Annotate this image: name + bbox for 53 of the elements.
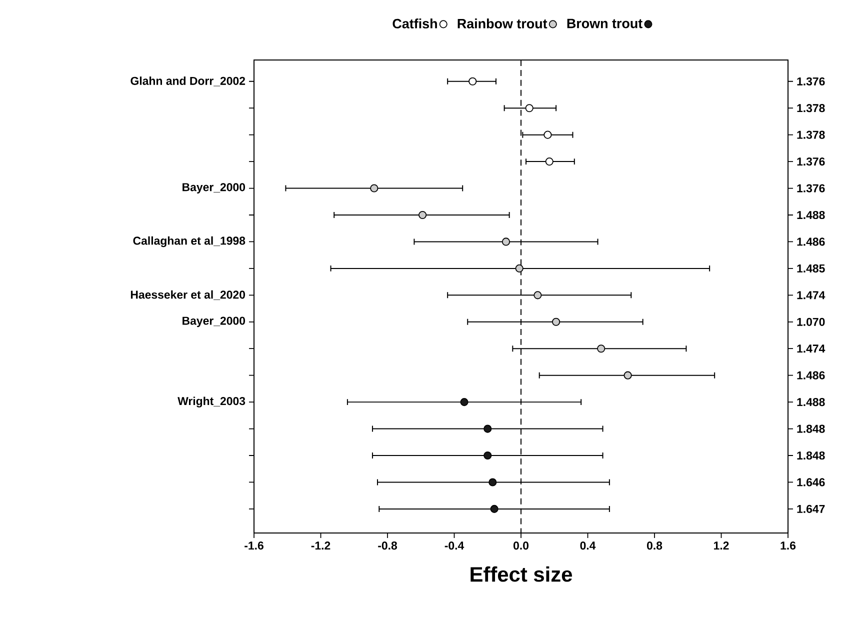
x-tick-label: -1.2	[311, 542, 330, 550]
y2-tick-label: 1.486	[797, 238, 825, 246]
point	[545, 158, 554, 166]
point	[515, 264, 524, 272]
point	[552, 318, 560, 326]
y2-tick-label: 1.474	[797, 291, 826, 300]
y-tick-label: Wright_2003	[178, 396, 246, 408]
point	[460, 398, 468, 406]
x-tick-label: 0.4	[580, 542, 596, 550]
point	[624, 371, 632, 380]
y2-tick-label: 1.848	[797, 451, 825, 460]
y-tick-label: Glahn and Dorr_2002	[130, 76, 246, 86]
y2-tick-label: 1.474	[797, 344, 826, 353]
point	[468, 77, 477, 86]
y2-tick-label: 1.488	[797, 210, 825, 220]
point	[484, 451, 492, 460]
y2-tick-label: 1.488	[797, 398, 825, 406]
y2-tick-label: 1.376	[797, 184, 825, 192]
point	[534, 291, 542, 300]
y-tick-label: Bayer_2000	[182, 316, 246, 328]
x-axis-title: Effect size	[470, 566, 572, 582]
x-tick-label: -0.8	[378, 542, 398, 550]
y2-tick-label: 1.378	[797, 130, 825, 139]
y2-tick-label: 1.378	[797, 104, 825, 112]
x-tick-label: 1.6	[780, 542, 796, 550]
point	[525, 104, 534, 112]
legend-label: Catfish	[392, 18, 437, 28]
legend-label: Rainbow trout	[458, 18, 548, 28]
y-tick-label: Callaghan et al_1998	[133, 236, 246, 248]
x-tick-label: 0.8	[646, 542, 662, 550]
point	[597, 344, 606, 353]
point	[544, 130, 552, 139]
y2-tick-label: 1.647	[797, 504, 825, 514]
y2-tick-label: 1.376	[797, 157, 825, 166]
point	[370, 184, 378, 192]
x-tick-label: -1.6	[244, 542, 264, 550]
point	[490, 504, 498, 513]
point	[488, 478, 497, 486]
point	[484, 424, 492, 433]
y2-tick-label: 1.848	[797, 424, 825, 433]
point	[418, 210, 427, 220]
y2-tick-label: 1.486	[797, 371, 825, 380]
y2-tick-label: 1.070	[797, 318, 825, 326]
x-tick-label: 0.0	[513, 542, 528, 550]
point	[502, 238, 510, 246]
x-tick-label: 1.2	[714, 542, 729, 550]
x-tick-label: -0.4	[444, 542, 464, 550]
y2-tick-label: 1.376	[797, 77, 825, 86]
y2-tick-label: 1.646	[797, 478, 825, 486]
y-tick-label: Haesseker et al_2020	[130, 290, 245, 300]
legend-label: Brown trout	[567, 18, 642, 28]
y2-tick-label: 1.485	[797, 264, 825, 272]
y-tick-label: Bayer_2000	[182, 183, 246, 194]
